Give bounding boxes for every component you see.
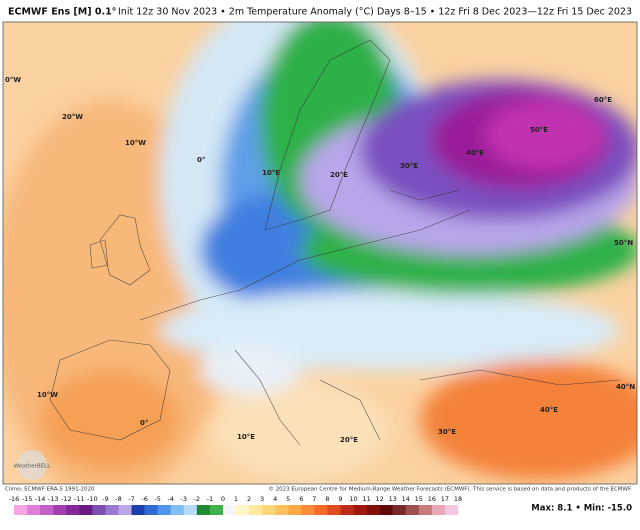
colorbar-cell [431,505,446,515]
map: WeatherBELL 0°W 20°W 10°W 0° 10°E 20°E 30°E 40°… [3,22,637,484]
colorbar-cell [157,505,172,515]
grid-label: 0°W [5,76,21,84]
grid-label: 0° [197,156,205,164]
colorbar-label: -8 [115,495,121,503]
colorbar-cell [92,505,106,515]
period: Days 8–15 • 12z Fri 8 Dec 2023—12z Fri 1… [377,7,632,18]
colorbar-cell [170,505,185,515]
logo [17,450,47,480]
colorbar-cell [222,505,237,515]
colorbar-cell [236,505,250,515]
colorbar-label: -4 [167,495,173,503]
colorbar-cell [27,505,41,515]
grid-label: 10°W [125,139,146,147]
grid-label: 40°N [616,383,635,391]
colorbar-label: 18 [454,495,462,503]
colorbar-cell [314,505,328,515]
colorbar-label: -3 [181,495,187,503]
colorbar-cell [144,505,158,515]
colorbar-label: 4 [273,495,277,503]
colorbar-cell [418,505,433,515]
colorbar-label: -2 [194,495,200,503]
colorbar-cell [301,505,315,515]
colorbar-label: 12 [376,495,384,503]
colorbar-label: -13 [48,495,59,503]
colorbar-cell [262,505,276,515]
model-name: ECMWF Ens [M] 0.1° [8,7,116,18]
grid-label: 10°E [262,169,280,177]
grid-label: 40°E [466,149,484,157]
colorbar-label: -7 [128,495,134,503]
colorbar-cell [183,505,198,515]
colorbar-label: 14 [402,495,410,503]
colorbar-cell [353,505,367,515]
colorbar-cell [275,505,289,515]
colorbar-label: 6 [299,495,303,503]
grid-label: 20°E [340,436,358,444]
climo: Climo: ECMWF ERA-5 1991-2020 [5,487,95,493]
colorbar-label: 10 [349,495,357,503]
grid-label: 30°E [400,162,418,170]
colorbar-cell [249,505,263,515]
colorbar-label: -1 [207,495,213,503]
colorbar-cell [392,505,407,515]
colorbar-cell [209,505,224,515]
colorbar-cell [40,505,54,515]
colorbar-cell [366,505,380,515]
colorbar-cell [131,505,145,515]
colorbar-label: 11 [362,495,370,503]
init-info: Init 12z 30 Nov 2023 • 2m Temperature An… [118,7,374,18]
colorbar-label: -11 [74,495,85,503]
grid-label: 60°E [594,96,612,104]
colorbar-cell [105,505,119,515]
grid-label: 10°W [37,391,58,399]
colorbar-cell [14,505,28,515]
colorbar-label: -12 [61,495,72,503]
grid-label: 10°E [237,433,255,441]
colorbar-label: -10 [87,495,98,503]
colorbar-label: 15 [415,495,423,503]
colorbar-label: -9 [102,495,108,503]
grid-label: 0° [140,419,148,427]
grid-label: 30°E [438,428,456,436]
max-min: Max: 8.1 • Min: -15.0 [531,504,632,514]
grid-label: 20°W [62,113,83,121]
grid-label: 50°N [614,239,633,247]
colorbar-label: 1 [234,495,238,503]
grid-label: 40°E [540,406,558,414]
colorbar-cell [196,505,211,515]
colorbar-label: -6 [141,495,147,503]
colorbar-cell [327,505,341,515]
colorbar-label: 9 [338,495,342,503]
colorbar-label: -14 [35,495,46,503]
colorbar-cell [288,505,302,515]
colorbar-label: -16 [9,495,20,503]
grid-label: 20°E [330,171,348,179]
colorbar-cell [118,505,132,515]
colorbar-cell [79,505,93,515]
colorbar-cell [405,505,420,515]
colorbar-cell [53,505,67,515]
colorbar-label: 5 [286,495,290,503]
credit: © 2023 European Centre for Medium-Range … [268,486,632,493]
colorbar-label: 16 [428,495,436,503]
colorbar-label: 2 [247,495,251,503]
colorbar-label: 7 [312,495,316,503]
colorbar-cell [379,505,394,515]
colorbar-cell [340,505,354,515]
colorbar-label: -5 [154,495,160,503]
watermark: WeatherBELL [14,464,51,470]
colorbar-cell [444,505,459,515]
map-frame [2,21,638,485]
colorbar-label: 13 [389,495,397,503]
grid-label: 50°E [530,126,548,134]
colorbar-label: -15 [22,495,33,503]
colorbar-cell [66,505,80,515]
colorbar-label: 3 [260,495,264,503]
colorbar-label: 8 [325,495,329,503]
colorbar-label: 0 [221,495,225,503]
colorbar-label: 17 [441,495,449,503]
